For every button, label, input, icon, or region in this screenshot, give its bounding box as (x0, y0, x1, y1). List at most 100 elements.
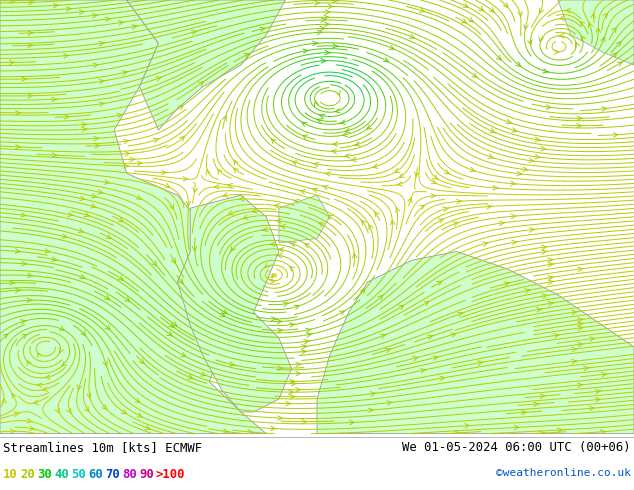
FancyArrowPatch shape (252, 209, 257, 213)
FancyArrowPatch shape (333, 44, 338, 48)
FancyArrowPatch shape (82, 122, 87, 127)
FancyArrowPatch shape (354, 142, 360, 146)
FancyArrowPatch shape (548, 276, 553, 280)
FancyArrowPatch shape (372, 164, 378, 169)
FancyArrowPatch shape (68, 212, 74, 217)
FancyArrowPatch shape (588, 23, 593, 28)
FancyArrowPatch shape (65, 115, 70, 119)
FancyArrowPatch shape (165, 183, 170, 187)
FancyArrowPatch shape (62, 362, 67, 366)
FancyArrowPatch shape (10, 0, 15, 3)
FancyArrowPatch shape (306, 333, 312, 337)
FancyArrowPatch shape (16, 111, 21, 115)
FancyArrowPatch shape (186, 201, 191, 206)
FancyArrowPatch shape (603, 13, 607, 18)
FancyArrowPatch shape (300, 190, 306, 194)
FancyArrowPatch shape (477, 361, 483, 365)
FancyArrowPatch shape (153, 139, 159, 143)
FancyArrowPatch shape (29, 0, 34, 5)
FancyArrowPatch shape (193, 188, 197, 193)
FancyArrowPatch shape (488, 154, 494, 159)
FancyArrowPatch shape (548, 263, 553, 267)
FancyArrowPatch shape (278, 366, 283, 370)
FancyArrowPatch shape (451, 333, 456, 337)
FancyArrowPatch shape (66, 7, 72, 11)
FancyArrowPatch shape (136, 195, 141, 199)
FancyArrowPatch shape (431, 180, 437, 184)
FancyArrowPatch shape (540, 8, 543, 13)
FancyArrowPatch shape (82, 127, 87, 132)
FancyArrowPatch shape (167, 332, 172, 336)
FancyArrowPatch shape (248, 430, 253, 434)
FancyArrowPatch shape (577, 116, 583, 121)
FancyArrowPatch shape (188, 375, 194, 379)
FancyArrowPatch shape (600, 430, 606, 434)
FancyArrowPatch shape (493, 186, 498, 190)
FancyArrowPatch shape (472, 73, 477, 77)
FancyArrowPatch shape (28, 43, 33, 48)
FancyArrowPatch shape (51, 257, 57, 261)
FancyArrowPatch shape (323, 185, 328, 190)
FancyArrowPatch shape (313, 41, 318, 46)
FancyArrowPatch shape (29, 426, 35, 430)
FancyArrowPatch shape (342, 132, 347, 137)
FancyArrowPatch shape (523, 167, 528, 171)
FancyArrowPatch shape (10, 429, 16, 433)
FancyArrowPatch shape (125, 151, 131, 156)
FancyArrowPatch shape (280, 224, 285, 229)
FancyArrowPatch shape (135, 398, 139, 402)
FancyArrowPatch shape (462, 19, 466, 23)
FancyArrowPatch shape (301, 350, 307, 354)
FancyArrowPatch shape (276, 253, 282, 258)
FancyArrowPatch shape (192, 246, 197, 251)
FancyArrowPatch shape (312, 188, 318, 193)
FancyArrowPatch shape (106, 234, 111, 239)
FancyArrowPatch shape (540, 394, 545, 398)
FancyArrowPatch shape (100, 102, 105, 106)
FancyArrowPatch shape (324, 15, 329, 20)
FancyArrowPatch shape (554, 333, 560, 338)
FancyArrowPatch shape (541, 245, 547, 249)
FancyArrowPatch shape (524, 24, 528, 29)
FancyArrowPatch shape (361, 220, 366, 225)
FancyArrowPatch shape (44, 375, 50, 379)
FancyArrowPatch shape (504, 282, 510, 286)
Text: Streamlines 10m [kts] ECMWF: Streamlines 10m [kts] ECMWF (3, 441, 202, 454)
FancyArrowPatch shape (578, 322, 583, 326)
FancyArrowPatch shape (218, 169, 222, 174)
FancyArrowPatch shape (62, 234, 68, 238)
FancyArrowPatch shape (94, 136, 100, 141)
FancyArrowPatch shape (227, 184, 233, 188)
FancyArrowPatch shape (424, 302, 429, 306)
Text: 20: 20 (20, 468, 35, 481)
FancyArrowPatch shape (162, 171, 167, 175)
FancyArrowPatch shape (79, 10, 84, 14)
FancyArrowPatch shape (396, 208, 400, 213)
FancyArrowPatch shape (319, 114, 325, 119)
FancyArrowPatch shape (183, 177, 188, 181)
FancyArrowPatch shape (63, 53, 69, 58)
FancyArrowPatch shape (34, 400, 39, 405)
FancyArrowPatch shape (572, 359, 577, 364)
FancyArrowPatch shape (169, 204, 174, 209)
FancyArrowPatch shape (152, 261, 157, 266)
FancyArrowPatch shape (554, 50, 559, 54)
FancyArrowPatch shape (180, 136, 184, 141)
FancyArrowPatch shape (565, 8, 571, 13)
FancyArrowPatch shape (487, 204, 492, 209)
FancyArrowPatch shape (328, 216, 332, 220)
FancyArrowPatch shape (52, 97, 57, 101)
FancyArrowPatch shape (602, 107, 607, 111)
FancyArrowPatch shape (91, 194, 97, 198)
FancyArrowPatch shape (430, 194, 436, 198)
FancyArrowPatch shape (172, 322, 177, 326)
FancyArrowPatch shape (395, 169, 399, 172)
FancyArrowPatch shape (288, 390, 294, 394)
FancyArrowPatch shape (289, 323, 295, 327)
FancyArrowPatch shape (340, 120, 346, 124)
FancyArrowPatch shape (27, 361, 32, 366)
FancyArrowPatch shape (124, 164, 129, 168)
FancyArrowPatch shape (103, 361, 107, 366)
FancyArrowPatch shape (433, 356, 439, 360)
FancyArrowPatch shape (506, 120, 512, 123)
